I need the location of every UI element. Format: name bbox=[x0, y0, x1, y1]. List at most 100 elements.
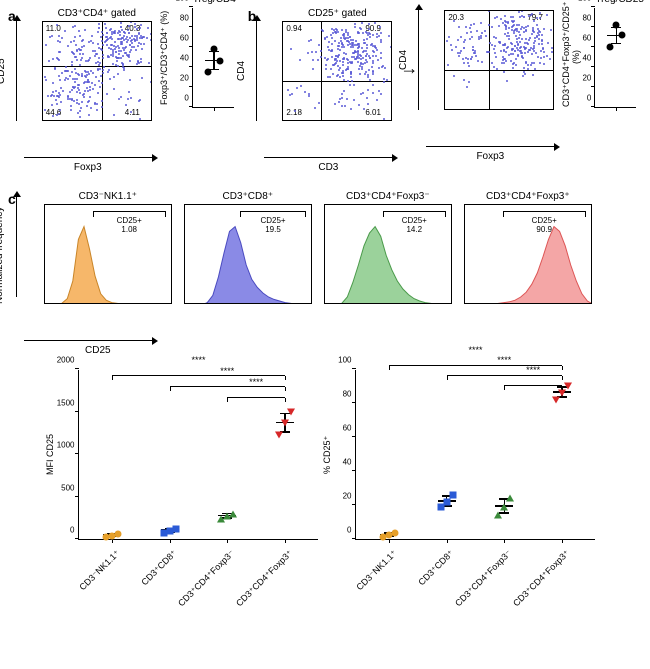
quadrant-value: 4.11 bbox=[125, 108, 140, 117]
quadrant-value: 20.3 bbox=[448, 13, 464, 22]
histogram: CD3⁻NK1.1⁺CD25+1.08Normalized frequencyC… bbox=[24, 191, 172, 330]
histogram-title: CD3⁺CD4⁺Foxp3⁻ bbox=[324, 191, 452, 202]
y-tick-label: 0 bbox=[334, 526, 352, 535]
y-tick-label: 0 bbox=[171, 94, 189, 103]
significance-label: **** bbox=[220, 366, 234, 376]
y-tick-label: 100 bbox=[573, 0, 591, 3]
y-tick-label: 60 bbox=[171, 34, 189, 43]
panel-c: c CD3⁻NK1.1⁺CD25+1.08Normalized frequenc… bbox=[8, 191, 642, 330]
data-point bbox=[494, 512, 502, 519]
y-axis-label: CD4 bbox=[236, 21, 247, 121]
panel-a-scatter: CD3⁺CD4⁺ gated 11.040.344.64.11 Foxp3CD2… bbox=[24, 8, 152, 147]
gate-value: 19.5 bbox=[265, 225, 281, 234]
panel-b: b CD25⁺ gated 0.9490.92.186.01 CD3CD4 → … bbox=[248, 8, 637, 147]
y-axis-label: % CD25⁺ bbox=[322, 370, 332, 539]
y-axis-label: CD4 bbox=[398, 10, 409, 110]
y-axis-label: Normalized frequency bbox=[0, 205, 5, 305]
histogram: CD3⁺CD8⁺ CD25+19.5 bbox=[184, 191, 312, 330]
y-tick-label: 1000 bbox=[57, 441, 75, 450]
significance-label: **** bbox=[526, 365, 540, 375]
quadrant-value: 11.0 bbox=[46, 24, 61, 33]
y-axis-label: CD3⁺CD4⁺Foxp3⁺/CD25⁺ (%) bbox=[561, 8, 581, 107]
quadrant-value: 0.94 bbox=[286, 24, 302, 33]
data-point bbox=[607, 44, 614, 51]
y-axis-label: Foxp3⁺/CD3⁺CD4⁺ (%) bbox=[159, 8, 169, 107]
y-tick-label: 100 bbox=[171, 0, 189, 3]
gate-value: 14.2 bbox=[406, 225, 422, 234]
panel-b-scatter1-title: CD25⁺ gated bbox=[282, 8, 392, 19]
gate-label: CD25+ bbox=[532, 216, 557, 225]
pct-chart: 020406080100% CD25⁺CD3⁻NK1.1⁺CD3⁺CD8⁺CD3… bbox=[355, 370, 595, 540]
x-tick-label: CD3⁻NK1.1⁺ bbox=[354, 548, 399, 593]
data-point bbox=[619, 32, 626, 39]
y-tick-label: 20 bbox=[171, 74, 189, 83]
gate-label: CD25+ bbox=[402, 216, 427, 225]
data-point bbox=[210, 46, 217, 53]
data-point bbox=[506, 495, 514, 502]
x-axis-label: Foxp3 bbox=[24, 162, 152, 173]
data-point bbox=[443, 498, 450, 505]
histogram-title: CD3⁻NK1.1⁺ bbox=[44, 191, 172, 202]
panel-a-dotchart-wrap: Treg/CD4020406080100Foxp3⁺/CD3⁺CD4⁺ (%) bbox=[170, 8, 234, 108]
y-tick-label: 40 bbox=[171, 54, 189, 63]
significance-label: **** bbox=[468, 345, 482, 355]
x-tick-label: CD3⁺CD8⁺ bbox=[417, 548, 457, 588]
x-axis-label: CD25 bbox=[24, 345, 172, 356]
histogram-title: CD3⁺CD8⁺ bbox=[184, 191, 312, 202]
histogram: CD3⁺CD4⁺Foxp3⁺ CD25+90.9 bbox=[464, 191, 592, 330]
significance-label: **** bbox=[497, 355, 511, 365]
y-tick-label: 80 bbox=[334, 390, 352, 399]
y-tick-label: 40 bbox=[334, 458, 352, 467]
panel-a-scatter-title: CD3⁺CD4⁺ gated bbox=[42, 8, 152, 19]
panel-b-dotchart-wrap: Treg/CD25⁺020406080100CD3⁺CD4⁺Foxp3⁺/CD2… bbox=[572, 8, 636, 108]
data-point bbox=[172, 525, 179, 532]
y-tick-label: 1500 bbox=[57, 398, 75, 407]
data-point bbox=[287, 409, 295, 416]
y-tick-label: 2000 bbox=[57, 356, 75, 365]
quadrant-value: 6.01 bbox=[365, 108, 381, 117]
panel-c-charts: 0500100015002000MFI CD25CD3⁻NK1.1⁺CD3⁺CD… bbox=[8, 370, 642, 640]
y-tick-label: 500 bbox=[57, 483, 75, 492]
y-axis-label: MFI CD25 bbox=[45, 370, 55, 539]
panel-a: a CD3⁺CD4⁺ gated 11.040.344.64.11 Foxp3C… bbox=[8, 8, 234, 147]
x-tick-label: CD3⁺CD8⁺ bbox=[140, 548, 180, 588]
data-point bbox=[558, 389, 566, 396]
gate-label: CD25+ bbox=[117, 216, 142, 225]
y-tick-label: 20 bbox=[334, 492, 352, 501]
data-point bbox=[392, 530, 399, 537]
y-axis-label: CD25 bbox=[0, 21, 7, 121]
data-point bbox=[204, 69, 211, 76]
y-tick-label: 100 bbox=[334, 356, 352, 365]
y-tick-label: 60 bbox=[334, 424, 352, 433]
histogram-title: CD3⁺CD4⁺Foxp3⁺ bbox=[464, 191, 592, 202]
gate-value: 1.08 bbox=[121, 225, 137, 234]
x-tick-label: CD3⁺CD4⁺Foxp3⁺ bbox=[234, 548, 295, 609]
data-point bbox=[216, 58, 223, 65]
panel-b-scatter2: 20.379.7 Foxp3CD4 bbox=[426, 8, 554, 136]
data-point bbox=[229, 510, 237, 517]
data-point bbox=[500, 503, 508, 510]
y-tick-label: 0 bbox=[57, 526, 75, 535]
x-tick-label: CD3⁻NK1.1⁺ bbox=[77, 548, 122, 593]
panel-b-scatter1: CD25⁺ gated 0.9490.92.186.01 CD3CD4 bbox=[264, 8, 392, 147]
gate-label: CD25+ bbox=[260, 216, 285, 225]
chart-title: Treg/CD25⁺ bbox=[595, 0, 636, 5]
x-axis-label: Foxp3 bbox=[426, 151, 554, 162]
x-axis-label: CD3 bbox=[264, 162, 392, 173]
data-point bbox=[613, 22, 620, 29]
figure: a CD3⁺CD4⁺ gated 11.040.344.64.11 Foxp3C… bbox=[8, 8, 642, 640]
x-tick-label: CD3⁺CD4⁺Foxp3⁻ bbox=[453, 548, 514, 609]
histogram: CD3⁺CD4⁺Foxp3⁻ CD25+14.2 bbox=[324, 191, 452, 330]
gate-value: 90.9 bbox=[536, 225, 552, 234]
data-point bbox=[281, 420, 289, 427]
significance-label: **** bbox=[249, 377, 263, 387]
mfi-chart: 0500100015002000MFI CD25CD3⁻NK1.1⁺CD3⁺CD… bbox=[78, 370, 318, 540]
x-tick-label: CD3⁺CD4⁺Foxp3⁺ bbox=[511, 548, 572, 609]
chart-title: Treg/CD4 bbox=[193, 0, 234, 5]
x-tick-label: CD3⁺CD4⁺Foxp3⁻ bbox=[176, 548, 237, 609]
data-point bbox=[275, 432, 283, 439]
data-point bbox=[564, 383, 572, 390]
significance-label: **** bbox=[191, 355, 205, 365]
data-point bbox=[552, 396, 560, 403]
data-point bbox=[115, 531, 122, 538]
